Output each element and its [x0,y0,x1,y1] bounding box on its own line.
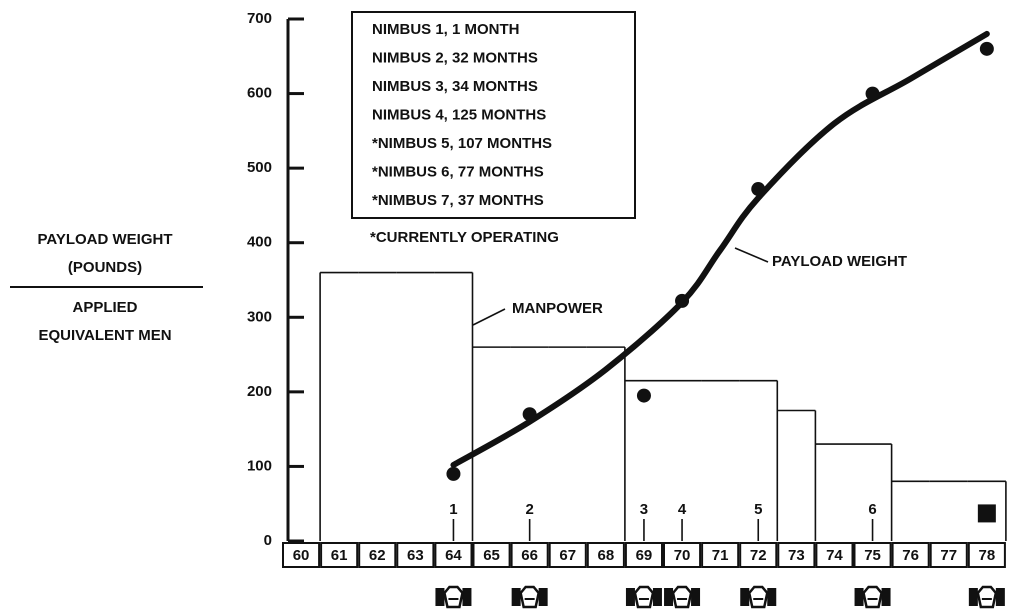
year-box [282,542,321,568]
x-tick-label: 71 [712,547,729,564]
satellite-icon [740,585,777,609]
y-tick-label: 100 [247,457,272,474]
payload-point [675,293,690,308]
payload-point [446,466,461,481]
leader [734,247,769,263]
annotation: MANPOWER [512,300,603,317]
leader [472,308,506,326]
year-box [777,542,816,568]
year-box [472,542,511,568]
payload-curve [450,30,990,468]
payload-point [522,407,537,422]
year-box [510,542,549,568]
y-tick-label: 500 [247,159,272,176]
year-box [320,542,359,568]
year-box [586,542,625,568]
launch-number: 1 [449,501,457,518]
y-label: (POUNDS) [68,259,142,276]
y-tick-label: 600 [247,85,272,102]
satellite-icon [511,585,548,609]
launch-number: 5 [754,501,762,518]
legend-entry: NIMBUS 3, 34 MONTHS [372,78,538,95]
annotation: PAYLOAD WEIGHT [772,253,907,270]
x-tick-label: 66 [521,547,538,564]
year-box [701,542,740,568]
x-tick-label: 76 [902,547,919,564]
x-tick-label: 63 [407,547,424,564]
legend-entry: *NIMBUS 7, 37 MONTHS [372,192,544,209]
y-tick-label: 300 [247,308,272,325]
note: *CURRENTLY OPERATING [370,229,559,246]
year-box [434,542,473,568]
year-box [853,542,892,568]
legend-entry: *NIMBUS 6, 77 MONTHS [372,163,544,180]
y-tick-label: 400 [247,234,272,251]
x-tick-label: 74 [826,547,843,564]
x-tick-label: 60 [293,547,310,564]
x-tick-label: 67 [559,547,576,564]
x-tick-label: 69 [636,547,653,564]
year-box [891,542,930,568]
x-tick-label: 68 [598,547,615,564]
square-point [977,504,996,523]
year-box [624,542,664,568]
launch-number: 6 [868,501,876,518]
legend-entry: NIMBUS 4, 125 MONTHS [372,106,546,123]
legend-entry: *NIMBUS 5, 107 MONTHS [372,135,552,152]
payload-point [751,182,766,197]
year-box [548,542,587,568]
x-tick-label: 64 [445,547,462,564]
legend-box [351,11,636,219]
satellite-icon [435,585,472,609]
year-box [396,542,435,568]
x-tick-label: 72 [750,547,767,564]
year-box [358,542,397,568]
satellite-icon [625,585,662,609]
legend-entry: NIMBUS 1, 1 MONTH [372,21,520,38]
x-tick-label: 70 [674,547,691,564]
y-label: APPLIED [72,299,137,316]
satellite-icon [968,585,1005,609]
year-box [815,542,854,568]
payload-point [636,388,651,403]
year-box [967,542,1006,568]
x-tick-label: 65 [483,547,500,564]
x-tick-label: 73 [788,547,805,564]
year-box [739,542,778,568]
y-label: EQUIVALENT MEN [38,327,171,344]
y-tick-label: 200 [247,383,272,400]
payload-point [979,41,994,56]
y-label: PAYLOAD WEIGHT [37,231,172,248]
year-box [929,542,968,568]
y-tick-label: 700 [247,10,272,27]
x-tick-label: 77 [940,547,957,564]
x-tick-label: 75 [864,547,881,564]
launch-number: 3 [640,501,648,518]
x-tick-label: 61 [331,547,348,564]
satellite-icon [664,585,701,609]
legend-entry: NIMBUS 2, 32 MONTHS [372,49,538,66]
year-box [663,542,702,568]
y-tick-label: 0 [264,532,272,549]
launch-number: 2 [525,501,533,518]
x-tick-label: 62 [369,547,386,564]
launch-number: 4 [678,501,687,518]
x-tick-label: 78 [979,547,996,564]
payload-point [865,86,880,101]
satellite-icon [854,585,891,609]
